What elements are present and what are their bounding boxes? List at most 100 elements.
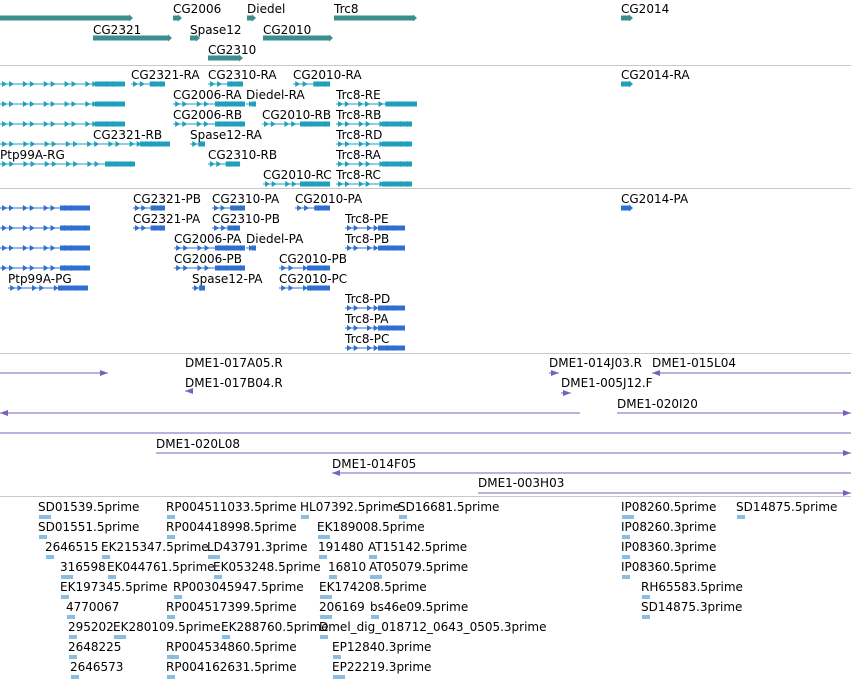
est-feature-glyph[interactable]: [222, 635, 230, 639]
est-feature-glyph[interactable]: [167, 655, 179, 659]
est-label-ip08360-5prime[interactable]: IP08360.5prime: [621, 560, 717, 574]
clone-feature-glyph[interactable]: [185, 388, 193, 394]
protein-label-cg2321-pb[interactable]: CG2321-PB: [133, 192, 202, 206]
gene-label-cg2321[interactable]: CG2321: [93, 23, 142, 37]
protein-label-cg2310-pa[interactable]: CG2310-PA: [212, 192, 280, 206]
clone-label-dme1-014j03-r[interactable]: DME1-014J03.R: [549, 356, 643, 370]
est-label-ek215347-5prime[interactable]: EK215347.5prime: [101, 540, 209, 554]
transcript-feature-glyph[interactable]: [0, 101, 125, 107]
transcript-feature-glyph[interactable]: [263, 181, 331, 187]
protein-feature-glyph[interactable]: [621, 204, 633, 212]
est-label-rp004162631-5prime[interactable]: RP004162631.5prime: [166, 660, 297, 674]
gene-feature-glyph[interactable]: [0, 14, 133, 22]
clone-feature-glyph[interactable]: [478, 490, 851, 496]
protein-feature-glyph[interactable]: [279, 285, 330, 291]
transcript-feature-glyph[interactable]: [336, 101, 417, 107]
transcript-label-cg2014-ra[interactable]: CG2014-RA: [621, 68, 690, 82]
est-label-bs46e09-5prime[interactable]: bs46e09.5prime: [370, 600, 469, 614]
est-label-ek197345-5prime[interactable]: EK197345.5prime: [60, 580, 168, 594]
clone-feature-glyph[interactable]: [561, 390, 571, 396]
transcript-label-trc8-rb[interactable]: Trc8-RB: [336, 108, 382, 122]
protein-feature-glyph[interactable]: [295, 205, 331, 211]
est-feature-glyph[interactable]: [67, 615, 75, 619]
clone-feature-glyph[interactable]: [0, 370, 108, 376]
gene-label-cg2006[interactable]: CG2006: [173, 2, 222, 16]
est-feature-glyph[interactable]: [622, 515, 634, 519]
protein-label-trc8-pc[interactable]: Trc8-PC: [345, 332, 390, 346]
est-label-206169[interactable]: 206169: [319, 600, 365, 614]
protein-feature-glyph[interactable]: [174, 265, 246, 271]
est-feature-glyph[interactable]: [108, 575, 116, 579]
est-label-rp003045947-5prime[interactable]: RP003045947.5prime: [173, 580, 304, 594]
transcript-feature-glyph[interactable]: [262, 121, 331, 127]
transcript-label-spase12-ra[interactable]: Spase12-RA: [190, 128, 262, 142]
est-feature-glyph[interactable]: [642, 615, 650, 619]
est-label-hl07392-5prime[interactable]: HL07392.5prime: [300, 500, 401, 514]
transcript-feature-glyph[interactable]: [621, 80, 633, 88]
transcript-label-cg2010-rb[interactable]: CG2010-RB: [262, 108, 332, 122]
est-label-rp004511033-5prime[interactable]: RP004511033.5prime: [166, 500, 297, 514]
est-label-2648225[interactable]: 2648225: [68, 640, 122, 654]
clone-label-dme1-014f05[interactable]: DME1-014F05: [332, 457, 417, 471]
transcript-label-cg2010-ra[interactable]: CG2010-RA: [293, 68, 362, 82]
protein-feature-glyph[interactable]: [0, 265, 91, 271]
transcript-feature-glyph[interactable]: [208, 161, 241, 167]
est-label-4770067[interactable]: 4770067: [66, 600, 120, 614]
protein-feature-glyph[interactable]: [345, 245, 405, 251]
gene-feature-glyph[interactable]: [190, 34, 200, 42]
protein-label-cg2010-pa[interactable]: CG2010-PA: [295, 192, 363, 206]
clone-label-dme1-017a05-r[interactable]: DME1-017A05.R: [185, 356, 283, 370]
est-feature-glyph[interactable]: [69, 635, 77, 639]
gene-feature-glyph[interactable]: [247, 14, 256, 22]
protein-label-trc8-pb[interactable]: Trc8-PB: [345, 232, 390, 246]
protein-feature-glyph[interactable]: [0, 245, 91, 251]
transcript-feature-glyph[interactable]: [246, 101, 256, 107]
transcript-label-ptp99a-rg[interactable]: Ptp99A-RG: [0, 148, 65, 162]
clone-label-dme1-005j12-f[interactable]: DME1-005J12.F: [561, 376, 653, 390]
est-label-ek044761-5prime[interactable]: EK044761.5prime: [107, 560, 215, 574]
transcript-label-cg2310-ra[interactable]: CG2310-RA: [208, 68, 277, 82]
est-label-ek053248-5prime[interactable]: EK053248.5prime: [213, 560, 321, 574]
protein-feature-glyph[interactable]: [345, 305, 405, 311]
est-label-16810[interactable]: 16810: [328, 560, 367, 574]
protein-label-diedel-pa[interactable]: Diedel-PA: [246, 232, 304, 246]
est-feature-glyph[interactable]: [319, 555, 327, 559]
est-label-ek288760-5prime[interactable]: EK288760.5prime: [221, 620, 329, 634]
est-label-rp004534860-5prime[interactable]: RP004534860.5prime: [166, 640, 297, 654]
est-label-sd16681-5prime[interactable]: SD16681.5prime: [398, 500, 500, 514]
gene-label-trc8[interactable]: Trc8: [334, 2, 359, 16]
est-feature-glyph[interactable]: [320, 615, 332, 619]
gene-feature-glyph[interactable]: [334, 14, 417, 22]
protein-label-trc8-pd[interactable]: Trc8-PD: [345, 292, 391, 306]
est-label-316598[interactable]: 316598: [60, 560, 106, 574]
transcript-feature-glyph[interactable]: [0, 141, 170, 147]
gene-label-cg2310[interactable]: CG2310: [208, 43, 257, 57]
gene-feature-glyph[interactable]: [173, 14, 182, 22]
clone-label-dme1-020i20[interactable]: DME1-020I20: [617, 397, 698, 411]
est-feature-glyph[interactable]: [102, 555, 110, 559]
transcript-feature-glyph[interactable]: [336, 141, 413, 147]
transcript-feature-glyph[interactable]: [336, 121, 413, 127]
transcript-label-trc8-ra[interactable]: Trc8-RA: [336, 148, 381, 162]
transcript-feature-glyph[interactable]: [131, 81, 166, 87]
est-feature-glyph[interactable]: [622, 555, 630, 559]
protein-feature-glyph[interactable]: [345, 345, 405, 351]
est-label-rp004517399-5prime[interactable]: RP004517399.5prime: [166, 600, 297, 614]
est-label-ld43791-3prime[interactable]: LD43791.3prime: [207, 540, 308, 554]
protein-label-cg2010-pc[interactable]: CG2010-PC: [279, 272, 348, 286]
gene-label-cg2010[interactable]: CG2010: [263, 23, 312, 37]
protein-feature-glyph[interactable]: [133, 205, 166, 211]
est-feature-glyph[interactable]: [39, 535, 47, 539]
est-feature-glyph[interactable]: [301, 515, 309, 519]
protein-label-cg2310-pb[interactable]: CG2310-PB: [212, 212, 281, 226]
est-feature-glyph[interactable]: [329, 575, 337, 579]
est-label-sd14875-3prime[interactable]: SD14875.3prime: [641, 600, 743, 614]
est-feature-glyph[interactable]: [371, 615, 379, 619]
clone-label-dme1-003h03[interactable]: DME1-003H03: [478, 476, 565, 490]
protein-label-cg2014-pa[interactable]: CG2014-PA: [621, 192, 689, 206]
est-label-ep22219-3prime[interactable]: EP22219.3prime: [332, 660, 432, 674]
transcript-feature-glyph[interactable]: [173, 101, 245, 107]
transcript-feature-glyph[interactable]: [173, 121, 245, 127]
protein-label-spase12-pa[interactable]: Spase12-PA: [192, 272, 263, 286]
clone-label-dme1-020l08[interactable]: DME1-020L08: [156, 437, 240, 451]
